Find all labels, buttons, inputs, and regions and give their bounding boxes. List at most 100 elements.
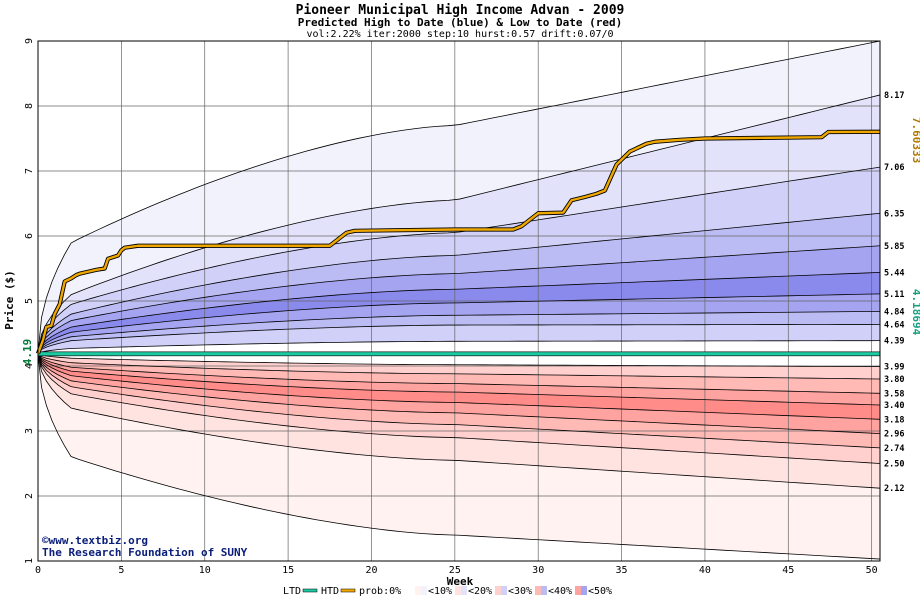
high-band-1: [38, 94, 880, 354]
low-band-1: [38, 353, 880, 489]
final-value-label: 2.50: [884, 460, 904, 470]
low-quantile-line: [37, 353, 881, 489]
legend-swatch-ltd: [302, 588, 318, 593]
legend-swatch-blue: [501, 586, 507, 595]
final-value-label: 7.06: [884, 163, 904, 173]
high-band-0: [38, 41, 880, 354]
final-value-label: 6.35: [884, 209, 904, 219]
low-outer-band: [38, 353, 880, 561]
legend-band-label: <30%: [508, 586, 532, 597]
final-value-label: 3.18: [884, 415, 904, 425]
high-band-6: [38, 293, 880, 354]
x-tick-label: 5: [118, 565, 124, 576]
final-value-label: 3.99: [884, 363, 904, 373]
low-band-3: [38, 353, 880, 448]
final-value-label: 2.12: [884, 484, 904, 494]
high-quantile-line: [37, 166, 881, 354]
htd-final-value: 7.60333: [910, 117, 920, 163]
chart-subtitle: Predicted High to Date (blue) & Low to D…: [298, 16, 623, 29]
low-quantile-line: [37, 353, 881, 434]
legend-band-label: <20%: [468, 586, 492, 597]
x-tick-label: 10: [199, 565, 211, 576]
x-tick-label: 50: [866, 565, 878, 576]
legend-swatch-red: [535, 586, 541, 595]
high-quantile-line: [37, 340, 881, 355]
x-tick-label: 20: [365, 565, 377, 576]
x-tick-label: 25: [449, 565, 461, 576]
legend-label-htd: HTD: [321, 586, 339, 597]
y-tick-label: 5: [24, 298, 35, 304]
high-band-4: [38, 245, 880, 354]
legend-swatch-red: [455, 586, 461, 595]
y-tick-label: 3: [24, 428, 35, 434]
high-quantile-line: [37, 212, 881, 354]
legend-label-ltd: LTD: [283, 586, 301, 597]
low-band-2: [38, 353, 880, 464]
x-tick-label: 15: [282, 565, 294, 576]
final-value-label: 8.17: [884, 91, 904, 101]
low-band-0: [38, 353, 880, 560]
y-axis-label: Price ($): [3, 270, 16, 330]
final-value-label: 2.96: [884, 430, 904, 440]
copyright-site: ©www.textbiz.org: [42, 534, 148, 547]
chart-title: Pioneer Municipal High Income Advan - 20…: [296, 3, 625, 18]
low-quantile-line: [37, 353, 881, 449]
low-band-6: [38, 353, 880, 405]
legend-band-label: <10%: [428, 586, 452, 597]
low-quantile-line: [37, 353, 881, 394]
ltd-line: [37, 351, 881, 357]
legend-prob-label: prob:0%: [359, 586, 401, 597]
final-value-label: 3.80: [884, 375, 904, 385]
high-band-7: [38, 311, 880, 354]
low-quantile-line: [37, 353, 881, 368]
x-tick-label: 30: [532, 565, 544, 576]
final-value-label: 4.64: [884, 320, 904, 330]
final-value-label: 3.58: [884, 389, 904, 399]
copyright-org: The Research Foundation of SUNY: [42, 546, 248, 559]
x-tick-label: 40: [699, 565, 711, 576]
low-quantile-line: [37, 353, 881, 560]
legend-swatch-blue: [461, 586, 467, 595]
legend-swatch-blue: [541, 586, 547, 595]
x-axis-label: Week: [447, 575, 474, 588]
final-value-label: 2.74: [884, 444, 904, 454]
low-band-5: [38, 353, 880, 420]
y-tick-label: 9: [24, 38, 35, 44]
legend: LTD HTD prob:0% <10% <20% <30% <40% <50%: [283, 586, 612, 597]
high-quantile-line: [37, 311, 881, 354]
low-band-4: [38, 353, 880, 434]
y-tick-label: 6: [24, 233, 35, 239]
final-value-label: 3.40: [884, 401, 904, 411]
y-tick-label: 2: [24, 493, 35, 499]
legend-swatch-htd: [340, 588, 356, 593]
y-tick-label: 8: [24, 103, 35, 109]
low-band-7: [38, 353, 880, 394]
final-value-label: 5.44: [884, 268, 904, 278]
right-labels: 8.17 7.06 6.35 5.85 5.44 5.11 4.84 4.64 4.39 3.99…: [884, 91, 904, 494]
htd-line: [36, 130, 881, 355]
quantile-lines: [37, 40, 881, 560]
low-quantile-line: [37, 353, 881, 406]
final-value-label: 5.11: [884, 290, 904, 300]
y-tick-label: 7: [24, 168, 35, 174]
legend-swatch-blue: [421, 586, 427, 595]
low-quantile-line: [37, 353, 881, 380]
plot-frame: [37, 40, 881, 562]
y-tick-label: 4: [24, 363, 35, 369]
y-tick-label: 1: [24, 558, 35, 564]
high-quantile-line: [37, 40, 881, 354]
final-value-label: 4.84: [884, 307, 904, 317]
x-tick-label: 0: [35, 565, 41, 576]
chart-parameters: vol:2.22% iter:2000 step:10 hurst:0.57 d…: [306, 29, 613, 40]
high-outer-band: [38, 41, 880, 354]
legend-swatch-red: [575, 586, 581, 595]
high-band-2: [38, 167, 880, 354]
probability-bands: [38, 41, 880, 561]
high-band-5: [38, 272, 880, 354]
x-tick-label: 45: [782, 565, 794, 576]
high-quantile-line: [37, 293, 881, 354]
high-quantile-line: [37, 324, 881, 354]
low-quantile-line: [37, 353, 881, 464]
